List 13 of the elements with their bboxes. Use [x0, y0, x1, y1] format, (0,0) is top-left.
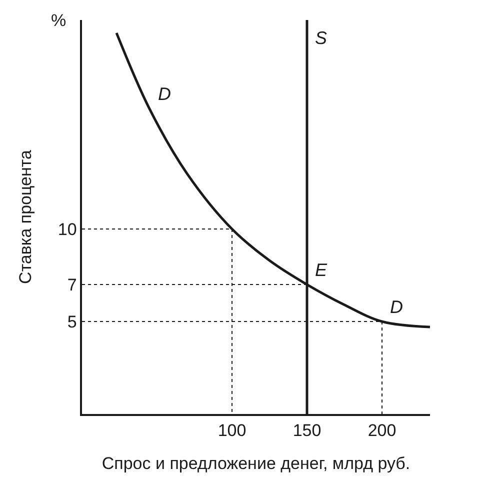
- x-tick-label: 150: [292, 421, 322, 440]
- y-axis-title: Ставка процента: [16, 150, 35, 284]
- x-tick-label: 100: [218, 421, 246, 440]
- y-tick-label: 5: [67, 312, 77, 332]
- annotation: S: [315, 28, 328, 48]
- y-tick-label: 7: [67, 275, 77, 294]
- annotation: D: [390, 297, 403, 317]
- x-tick-label: 200: [368, 421, 396, 440]
- annotation: D: [158, 84, 171, 104]
- x-axis-title: Спрос и предложение денег, млрд руб.: [102, 454, 410, 474]
- text: %: [51, 11, 66, 30]
- annotation: E: [315, 260, 328, 280]
- y-tick-label: 10: [58, 220, 77, 239]
